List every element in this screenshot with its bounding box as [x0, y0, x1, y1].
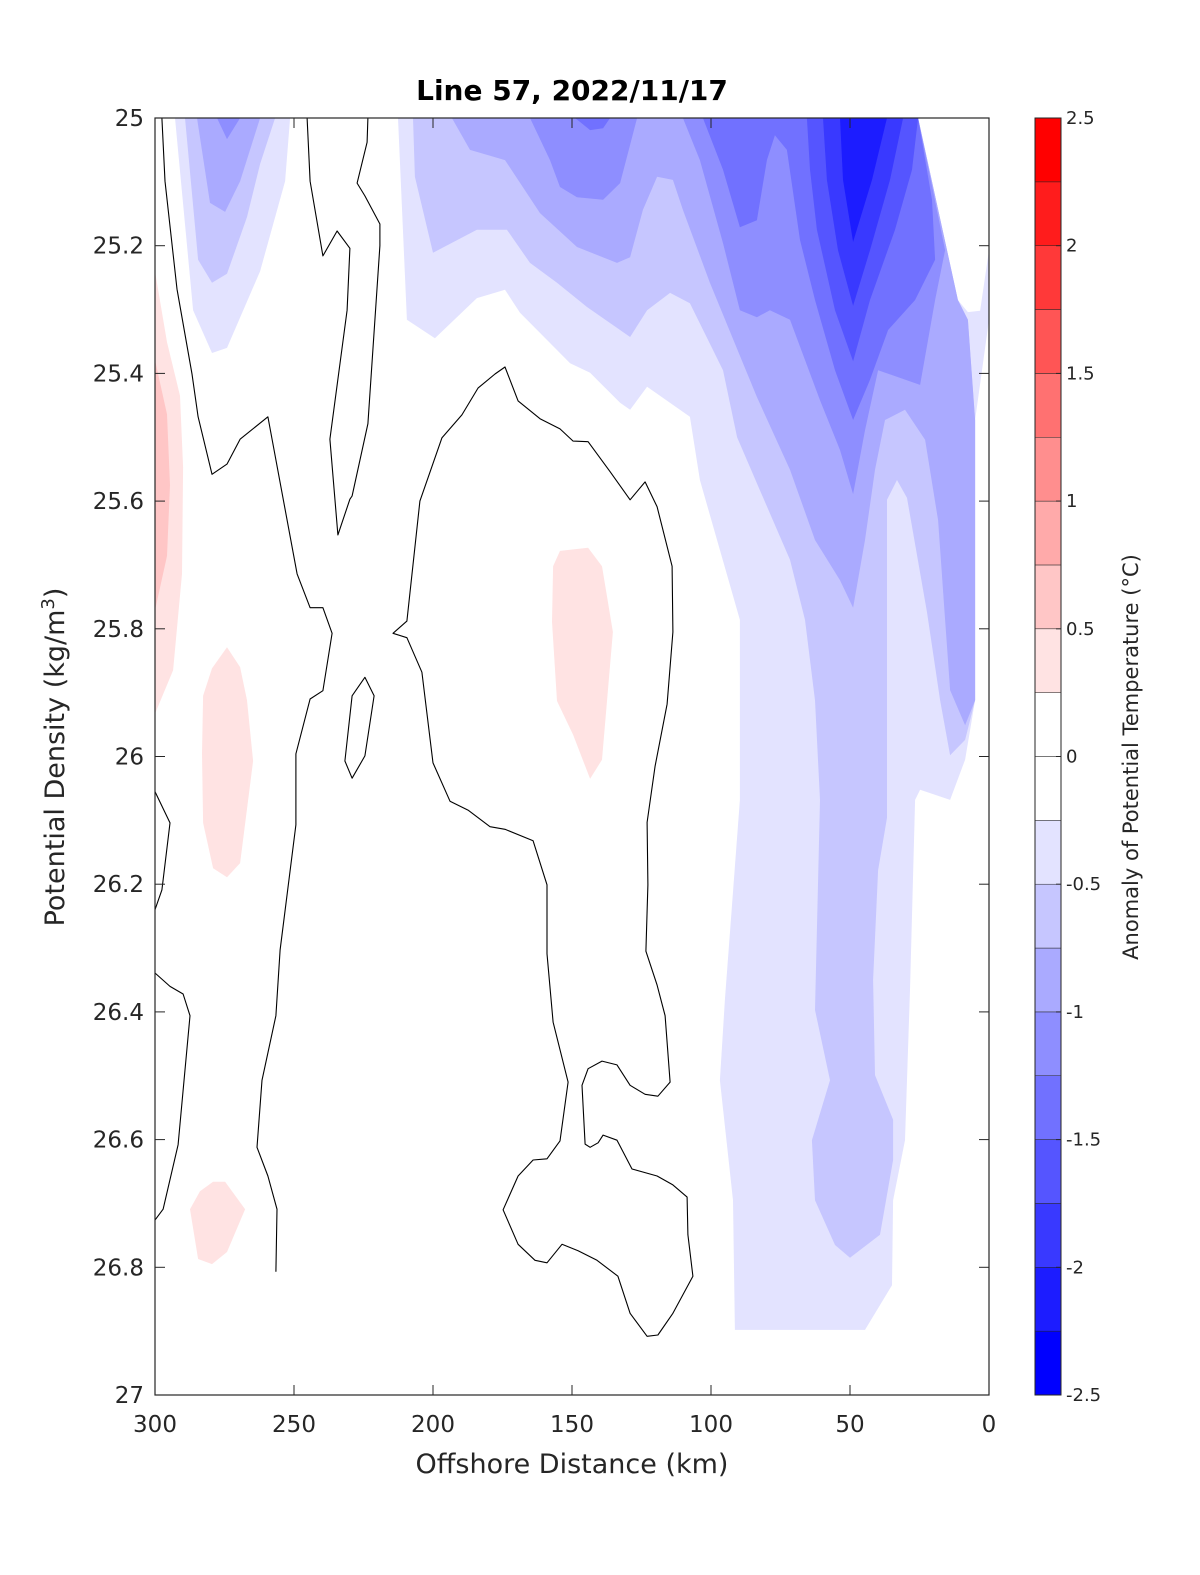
x-tick-label: 0: [982, 1412, 997, 1438]
colorbar-swatch: [1034, 1139, 1062, 1204]
colorbar-tick-label: 1.5: [1066, 363, 1095, 384]
colorbar-tick-label: -2.5: [1066, 1385, 1101, 1406]
x-axis-label: Offshore Distance (km): [416, 1449, 729, 1480]
colorbar-swatch: [1034, 437, 1062, 502]
y-tick-label: 26.8: [93, 1255, 144, 1281]
colorbar-swatch: [1034, 628, 1062, 693]
y-axis-label-superscript: 3: [38, 598, 59, 609]
colorbar-tick-label: 0.5: [1066, 619, 1095, 640]
y-axis-label: Potential Density (kg/m3): [38, 588, 71, 927]
zero-contour-line: [392, 366, 694, 1337]
chart-title: Line 57, 2022/11/17: [416, 74, 728, 107]
colorbar-tick-label: -1: [1066, 1002, 1084, 1023]
y-tick-label: 26: [115, 745, 144, 771]
contour-fill-region: [530, 118, 638, 200]
colorbar-swatch: [1034, 1075, 1062, 1140]
x-tick-label: 50: [835, 1412, 864, 1438]
zero-contour-line: [161, 117, 333, 1272]
x-tick-label: 200: [411, 1412, 455, 1438]
contour-fill-region: [197, 118, 261, 212]
filled-contours: [155, 118, 989, 1330]
colorbar-swatch: [1034, 245, 1062, 310]
y-axis-label-main: Potential Density (kg/m: [40, 610, 71, 927]
colorbar-swatch: [1034, 181, 1062, 246]
contour-fill-region: [155, 360, 170, 611]
y-tick-label: 25.2: [93, 234, 144, 260]
contour-fill-region: [217, 118, 241, 140]
zero-contour-line: [154, 791, 171, 910]
zero-contour-line: [306, 117, 381, 536]
y-axis-label-end: ): [40, 588, 71, 599]
colorbar-swatch: [1034, 1330, 1062, 1396]
colorbar-tick-label: 0: [1066, 747, 1077, 768]
y-tick-label: 26.2: [93, 872, 144, 898]
contour-fill-region: [575, 118, 611, 131]
y-tick-label: 26.6: [93, 1128, 144, 1154]
colorbar-tick-label: 2.5: [1066, 108, 1095, 129]
colorbar-swatch: [1034, 1203, 1062, 1268]
colorbar-tick-label: -0.5: [1066, 874, 1101, 895]
x-tick-label: 250: [272, 1412, 316, 1438]
zero-contour-line: [154, 972, 191, 1221]
colorbar-swatch: [1034, 1011, 1062, 1077]
y-tick-label: 25.6: [93, 489, 144, 515]
x-tick-label: 100: [689, 1412, 733, 1438]
colorbar-label: Anomaly of Potential Temperature (°C): [1119, 554, 1143, 960]
colorbar-swatch: [1034, 500, 1062, 566]
colorbar-tick-label: 2: [1066, 236, 1077, 257]
zero-contour-lines: [154, 117, 694, 1337]
contour-fill-region: [552, 547, 613, 779]
y-axis-ticks: 25 25.2 25.4 25.6 25.8 26 26.2 26.4 26.6 26.8 27: [93, 106, 989, 1409]
colorbar-swatch: [1034, 373, 1062, 438]
colorbar-swatch: [1034, 309, 1062, 374]
colorbar: 2.5 2 1.5 1 0.5 0 -0.5 -1 -1.5 -2 -2.5: [1034, 108, 1101, 1406]
colorbar-tick-label: 1: [1066, 491, 1077, 512]
x-tick-label: 150: [550, 1412, 594, 1438]
colorbar-swatch: [1034, 1267, 1062, 1332]
y-tick-label: 27: [115, 1383, 144, 1409]
x-axis-ticks: 300 250 200 150 100 50 0: [133, 118, 996, 1438]
y-tick-label: 26.4: [93, 1000, 144, 1026]
contour-fill-region: [840, 118, 887, 242]
colorbar-swatch: [1034, 564, 1062, 630]
colorbar-swatch: [1034, 820, 1062, 885]
colorbar-swatch: [1034, 756, 1062, 821]
colorbar-swatch: [1034, 117, 1062, 183]
contour-fill-region: [202, 647, 254, 878]
x-tick-label: 300: [133, 1412, 177, 1438]
contour-fill-region: [190, 1181, 246, 1265]
colorbar-swatch: [1034, 947, 1062, 1013]
colorbar-swatch: [1034, 692, 1062, 757]
zero-contour-line: [344, 676, 375, 779]
colorbar-tick-label: -2: [1066, 1257, 1084, 1278]
y-tick-label: 25: [115, 106, 144, 132]
y-tick-label: 25.4: [93, 361, 144, 387]
y-tick-label: 25.8: [93, 617, 144, 643]
colorbar-tick-label: -1.5: [1066, 1130, 1101, 1151]
colorbar-swatch: [1034, 883, 1062, 949]
